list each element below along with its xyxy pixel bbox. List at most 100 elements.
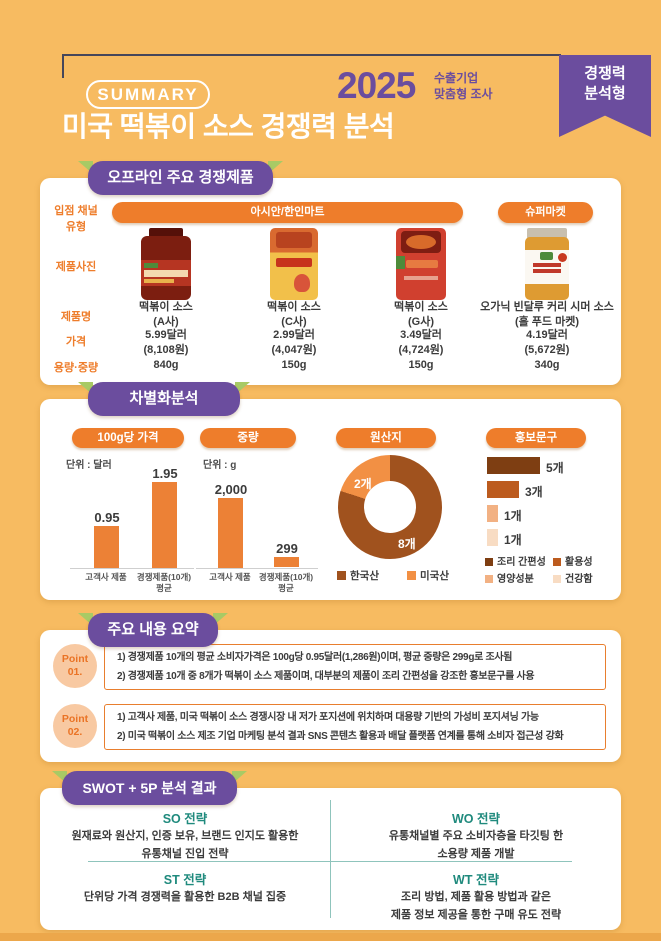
product-name: 오가닉 빈달루 커리 시머 소스 (홀 푸드 마켓)	[480, 301, 614, 328]
swot-so-line: 원재료와 원산지, 인증 보유, 브랜드 인지도 활용한	[71, 830, 299, 842]
pouch-mascot	[294, 274, 310, 292]
bar-value-label: 2,000	[214, 482, 248, 497]
point-02-badge: Point 02.	[53, 704, 97, 748]
jar-lid	[527, 228, 567, 239]
jar-label	[525, 250, 569, 284]
row-label-channel: 입점 채널 유형	[54, 205, 98, 233]
survey-type-line1: 수출기업	[434, 71, 479, 85]
jar-label-subtext	[144, 279, 174, 283]
swot-wo-line: 유통채널별 주요 소비자층을 타깃팅 한	[388, 830, 564, 842]
swot-wo-line: 소용량 제품 개발	[437, 848, 515, 860]
unit-label-dollar: 단위 : 달러	[66, 460, 112, 471]
survey-type-line2: 맞춤형 조사	[434, 86, 493, 101]
promo-bar-value: 1개	[504, 509, 522, 523]
swot-so-line: 유통채널 진입 전략	[141, 848, 229, 860]
analysis-type-ribbon: 경쟁력 분석형	[559, 55, 651, 137]
jar-lid	[149, 228, 183, 238]
swot-so-title: SO 전략	[162, 812, 208, 826]
chart-title-promo-copy: 홍보문구	[486, 428, 586, 448]
swot-st-line: 단위당 가격 경쟁력을 활용한 B2B 채널 집중	[83, 891, 287, 903]
row-label-photo: 제품사진	[55, 261, 97, 273]
jar-badge	[144, 263, 158, 268]
promo-bar-value: 1개	[504, 533, 522, 547]
product-name: 떡볶이 소스 (C사)	[267, 301, 321, 328]
product-photo-jar-a	[141, 228, 191, 300]
pouch-badge	[396, 256, 405, 269]
promo-bar-health	[487, 529, 498, 546]
year-label: 2025	[337, 65, 416, 106]
jar-label-text1	[533, 263, 561, 267]
chart-title-weight: 중량	[200, 428, 296, 448]
legend-item-health: 건강함	[553, 570, 593, 585]
promo-bar-nutrition	[487, 505, 498, 522]
legend-item-convenience: 조리 간편성	[485, 553, 546, 568]
point-02-box: 1) 고객사 제품, 미국 떡볶이 소스 경쟁시장 내 저가 포지션에 위치하며…	[104, 704, 606, 750]
jar-365-badge	[540, 252, 553, 260]
bar-customer-price	[94, 526, 119, 568]
bar-competitor-price	[152, 482, 177, 568]
channel-pill-supermarket: 슈퍼마켓	[498, 202, 593, 223]
product-weight: 840g	[153, 359, 179, 371]
promo-bar-value: 5개	[546, 461, 564, 475]
donut-label-korea: 8개	[398, 537, 416, 551]
product-price: 2.99달러 (4,047원)	[271, 329, 317, 356]
donut-label-usa: 2개	[354, 477, 372, 491]
legend-swatch-convenience-icon	[485, 558, 493, 566]
ribbon-line1: 경쟁력	[584, 65, 626, 82]
chart-title-price-per-100g: 100g당 가격	[72, 428, 184, 448]
bottom-strip	[0, 933, 661, 941]
swot-horizontal-divider	[88, 861, 572, 862]
legend-item-usa: 미국산	[407, 568, 449, 583]
row-label-name: 제품명	[60, 311, 92, 323]
point-01-badge: Point 01.	[53, 644, 97, 688]
origin-donut-hole	[364, 481, 416, 533]
product-name: 떡볶이 소스 (G사)	[394, 301, 448, 328]
swot-wt-line: 조리 방법, 제품 활용 방법과 같은	[401, 891, 551, 903]
bar-category-label: 경쟁제품(10개) 평균	[136, 572, 192, 594]
legend-swatch-korea-icon	[337, 571, 346, 580]
promo-bar-convenience	[487, 457, 540, 474]
pouch-food-blob	[406, 235, 436, 249]
bar-value-label: 0.95	[94, 510, 120, 525]
analysis-section-heading: 차별화분석	[88, 382, 240, 416]
ribbon-line2: 분석형	[584, 85, 626, 103]
jar-label	[141, 260, 191, 286]
product-photo-pouch-c	[270, 228, 318, 300]
summary-badge: SUMMARY	[86, 80, 210, 109]
product-weight: 150g	[408, 359, 434, 371]
summary-section-heading: 주요 내용 요약	[88, 613, 218, 647]
swot-section-heading: SWOT + 5P 분석 결과	[62, 771, 237, 805]
product-photo-pouch-g	[396, 228, 446, 300]
legend-swatch-versatility-icon	[553, 558, 561, 566]
survey-type-label: 수출기업 맞춤형 조사	[434, 71, 493, 102]
product-price: 5.99달러 (8,108원)	[143, 329, 189, 356]
product-photo-jar-wholefoods	[525, 228, 569, 300]
jar-red-badge	[558, 253, 567, 262]
promo-bar-value: 3개	[525, 485, 543, 499]
legend-swatch-usa-icon	[407, 571, 416, 580]
row-label-weight: 용량·중량	[53, 362, 99, 374]
promo-bar-versatility	[487, 481, 519, 498]
corner-bracket	[62, 54, 561, 78]
jar-label-text2	[533, 269, 561, 273]
bar-value-label: 299	[276, 541, 298, 556]
bar-category-label: 고객사 제품	[85, 572, 127, 582]
legend-item-korea: 한국산	[337, 568, 379, 583]
swot-wt-title: WT 전략	[453, 873, 499, 887]
swot-vertical-divider	[330, 800, 331, 918]
swot-wo-title: WO 전략	[452, 812, 500, 826]
channel-pill-asian-korean-mart: 아시안/한인마트	[112, 202, 463, 223]
legend-item-nutrition: 영양성분	[485, 570, 534, 585]
bar-category-label: 고객사 제품	[209, 572, 251, 582]
bar-competitor-weight	[274, 557, 299, 567]
swot-wt-line: 제품 정보 제공을 통한 구매 유도 전략	[390, 909, 562, 921]
row-label-price: 가격	[65, 336, 87, 348]
x-axis	[196, 568, 318, 569]
unit-label-gram: 단위 : g	[203, 460, 237, 471]
product-weight: 150g	[281, 359, 307, 371]
bar-customer-weight	[218, 498, 243, 568]
pouch-photo-area	[276, 232, 312, 248]
legend-swatch-health-icon	[553, 575, 561, 583]
product-weight: 340g	[534, 359, 560, 371]
